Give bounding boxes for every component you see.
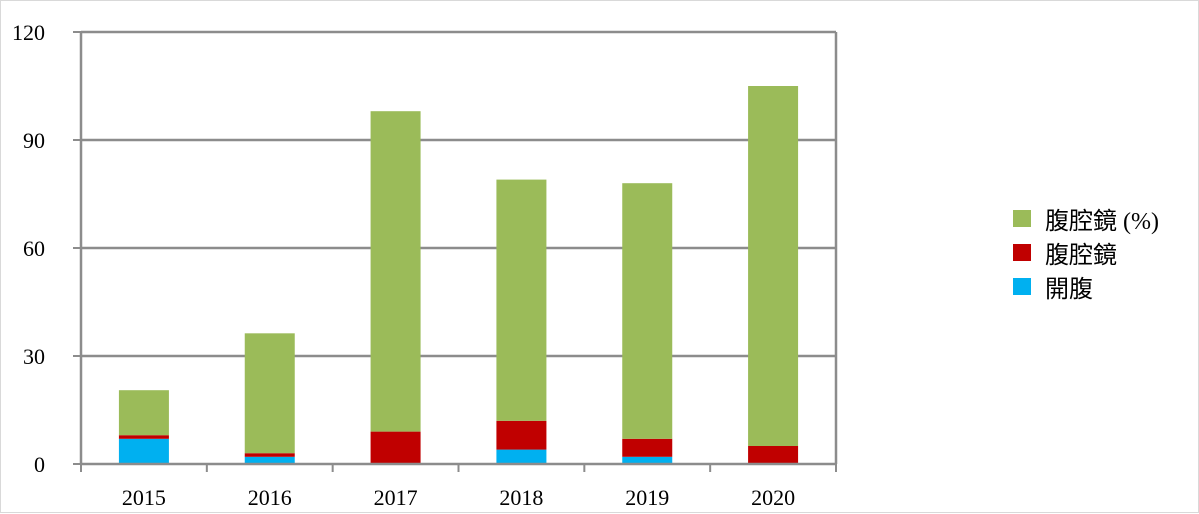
y-tick-label: 90 — [23, 128, 45, 153]
bar-segment-2017-laparoscopic-percent — [370, 111, 421, 432]
legend-label: 開腹 — [1045, 276, 1093, 303]
bar-segment-2017-laparoscopic — [370, 431, 421, 464]
legend-swatch — [1013, 243, 1031, 261]
bar-segment-2015-laparoscopic — [118, 435, 169, 439]
bar-segment-2016-laparoscopic-percent — [244, 333, 295, 454]
legend-item: 腹腔鏡 (%) — [1013, 201, 1159, 235]
bar-segment-2015-laparoscopic-percent — [118, 390, 169, 436]
x-tick-label: 2019 — [625, 485, 669, 510]
bar-segment-2020-laparoscopic — [748, 446, 799, 464]
legend-swatch — [1013, 277, 1031, 295]
bar-segment-2016-laparoscopic — [244, 453, 295, 457]
bar-segment-2019-open — [622, 456, 673, 464]
x-tick-label: 2016 — [248, 485, 292, 510]
x-tick-label: 2020 — [751, 485, 795, 510]
bar-segment-2018-laparoscopic-percent — [496, 179, 547, 421]
bar-segment-2018-open — [496, 449, 547, 464]
legend-swatch — [1013, 209, 1031, 227]
bar-segment-2015-open — [118, 438, 169, 464]
legend-label: 腹腔鏡 — [1045, 242, 1117, 269]
bar-segment-2016-open — [244, 456, 295, 464]
x-tick-label: 2015 — [122, 485, 166, 510]
bar-segment-2018-laparoscopic — [496, 420, 547, 450]
legend-item: 開腹 — [1013, 269, 1159, 303]
y-tick-label: 30 — [23, 344, 45, 369]
bar-segment-2019-laparoscopic — [622, 438, 673, 457]
y-tick-label: 0 — [34, 452, 45, 477]
y-tick-label: 60 — [23, 236, 45, 261]
x-tick-label: 2018 — [499, 485, 543, 510]
chart-legend: 腹腔鏡 (%) 腹腔鏡開腹 — [1013, 201, 1159, 303]
bar-segment-2019-laparoscopic-percent — [622, 183, 673, 439]
legend-label: 腹腔鏡 (%) — [1045, 208, 1159, 235]
bar-segment-2020-laparoscopic-percent — [748, 86, 799, 446]
y-tick-label: 120 — [12, 20, 45, 45]
x-tick-label: 2017 — [374, 485, 418, 510]
legend-item: 腹腔鏡 — [1013, 235, 1159, 269]
